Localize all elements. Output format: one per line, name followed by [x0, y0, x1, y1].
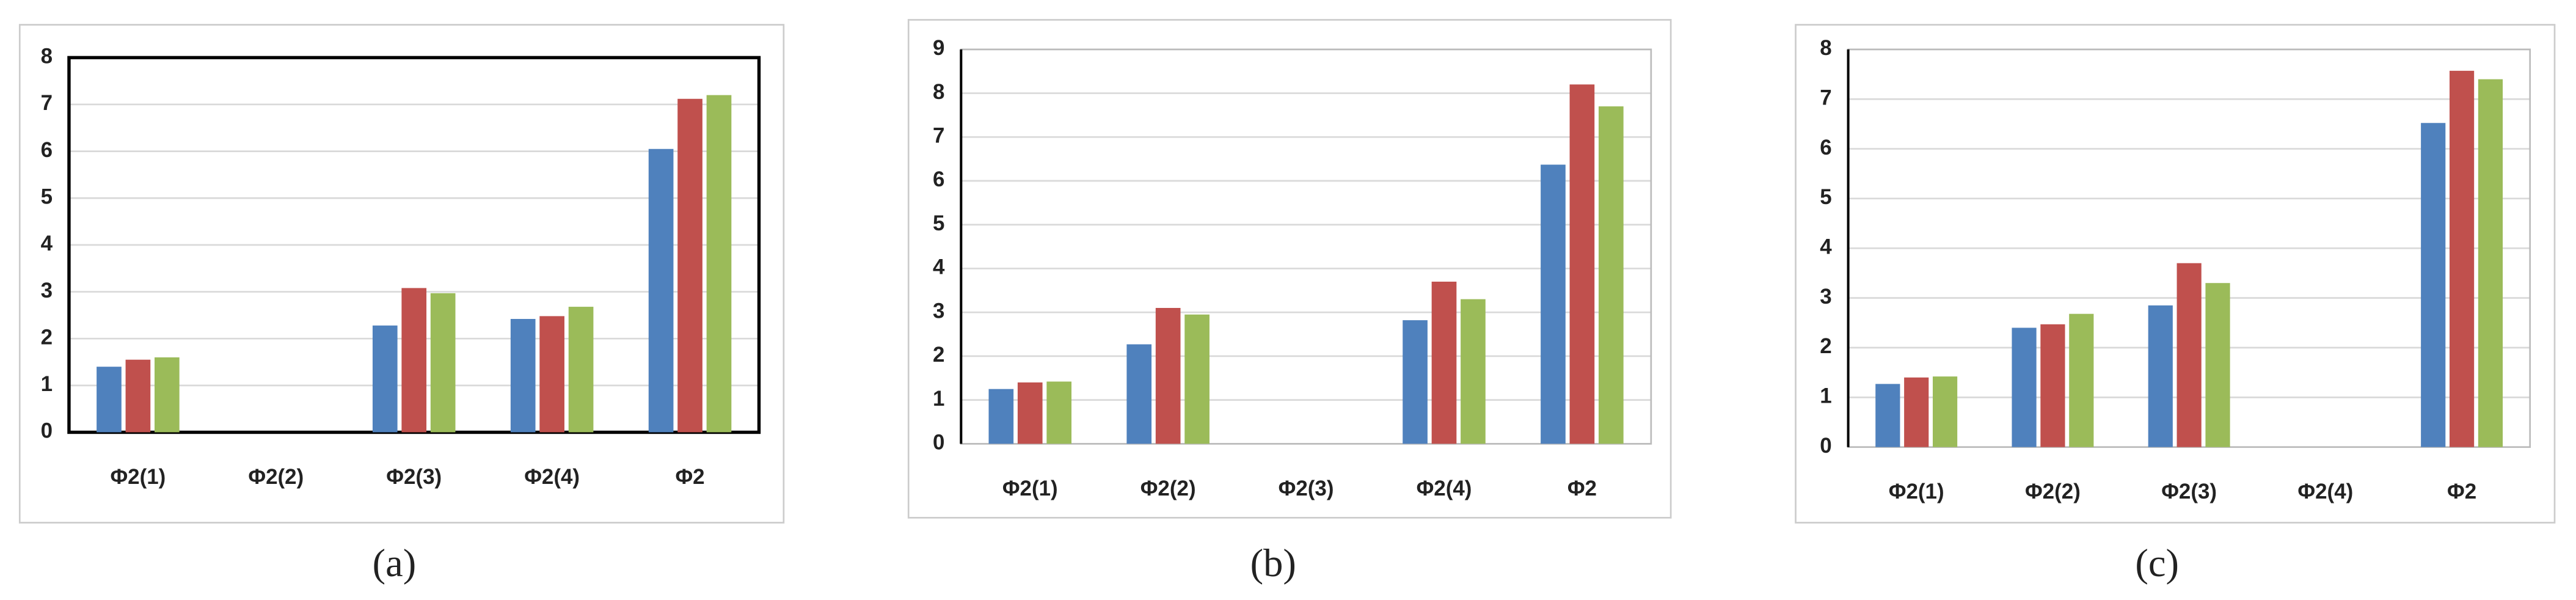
- x-tick-label: Φ2(3): [1279, 477, 1334, 500]
- caption: (a): [373, 541, 417, 585]
- bar: [2421, 123, 2446, 447]
- bar: [2069, 313, 2094, 447]
- bar: [125, 359, 151, 433]
- y-tick-label: 8: [933, 80, 944, 104]
- bar: [1461, 299, 1486, 444]
- bar: [1904, 377, 1929, 447]
- bar: [97, 367, 122, 433]
- y-tick-label: 3: [933, 299, 944, 323]
- caption: (b): [1250, 541, 1296, 585]
- bar: [1932, 376, 1958, 447]
- y-tick-label: 7: [933, 124, 944, 148]
- bar: [1184, 314, 1210, 444]
- y-tick-label: 2: [41, 325, 53, 349]
- y-tick-label: 6: [933, 167, 944, 191]
- bar: [155, 357, 180, 433]
- y-tick-label: 6: [41, 138, 53, 162]
- y-tick-label: 4: [1820, 235, 1832, 259]
- y-tick-label: 3: [1820, 285, 1831, 309]
- bar: [648, 148, 674, 433]
- bar: [568, 307, 594, 433]
- y-tick-label: 3: [41, 279, 53, 302]
- bar: [1541, 164, 1566, 444]
- y-tick-label: 1: [1820, 384, 1831, 408]
- x-tick-label: Φ2(4): [2297, 480, 2353, 503]
- bar: [706, 95, 732, 433]
- y-tick-label: 4: [933, 255, 945, 279]
- x-tick-label: Φ2(2): [1140, 477, 1196, 500]
- x-tick-label: Φ2(2): [2025, 480, 2081, 503]
- bar: [1046, 381, 1072, 444]
- y-tick-label: 0: [933, 431, 944, 455]
- y-tick-label: 5: [933, 211, 944, 235]
- x-tick-label: Φ2(2): [248, 465, 304, 489]
- bar: [510, 319, 536, 433]
- bar: [2040, 324, 2065, 447]
- x-tick-label: Φ2(4): [524, 465, 580, 489]
- y-tick-label: 8: [41, 45, 53, 68]
- bar: [1431, 281, 1457, 444]
- x-tick-label: Φ2: [2447, 480, 2476, 503]
- bar: [2205, 283, 2230, 447]
- bar: [1875, 384, 1900, 447]
- y-tick-label: 2: [1820, 334, 1831, 358]
- x-tick-label: Φ2: [1567, 477, 1597, 500]
- y-tick-label: 7: [1820, 86, 1831, 109]
- bar: [539, 316, 564, 433]
- panel-border: [907, 19, 1672, 519]
- y-tick-label: 0: [41, 419, 53, 443]
- bar: [988, 389, 1014, 444]
- x-tick-label: Φ2: [675, 465, 704, 489]
- y-tick-label: 6: [1820, 136, 1831, 159]
- bar: [1017, 382, 1043, 444]
- y-tick-label: 2: [933, 343, 944, 367]
- y-tick-label: 7: [41, 91, 53, 115]
- x-tick-label: Φ2(4): [1417, 477, 1472, 500]
- bar: [2449, 70, 2475, 447]
- bar: [2176, 263, 2202, 447]
- x-tick-label: Φ2(3): [2161, 480, 2217, 503]
- bar: [2148, 305, 2173, 447]
- y-tick-label: 1: [933, 387, 944, 411]
- y-tick-label: 9: [933, 36, 944, 60]
- bar: [2012, 327, 2037, 447]
- y-tick-label: 5: [41, 185, 53, 208]
- bar: [1126, 344, 1152, 444]
- x-tick-label: Φ2(1): [110, 465, 166, 489]
- bar: [1569, 84, 1595, 444]
- y-tick-label: 1: [41, 372, 53, 396]
- bar: [401, 288, 427, 433]
- bar: [372, 325, 398, 433]
- x-tick-label: Φ2(3): [386, 465, 442, 489]
- bar: [2478, 79, 2503, 447]
- bar: [1155, 307, 1181, 444]
- bar: [1599, 106, 1624, 444]
- y-tick-label: 4: [41, 232, 53, 255]
- bar: [677, 98, 702, 433]
- y-tick-label: 5: [1820, 185, 1831, 209]
- panel-border: [1795, 24, 2556, 524]
- bar: [1403, 320, 1428, 444]
- x-tick-label: Φ2(1): [1002, 477, 1058, 500]
- panel-border: [18, 24, 785, 524]
- caption: (c): [2135, 541, 2179, 585]
- bar: [430, 293, 456, 433]
- y-tick-label: 8: [1820, 36, 1831, 60]
- x-tick-label: Φ2(1): [1889, 480, 1944, 503]
- y-tick-label: 0: [1820, 434, 1831, 458]
